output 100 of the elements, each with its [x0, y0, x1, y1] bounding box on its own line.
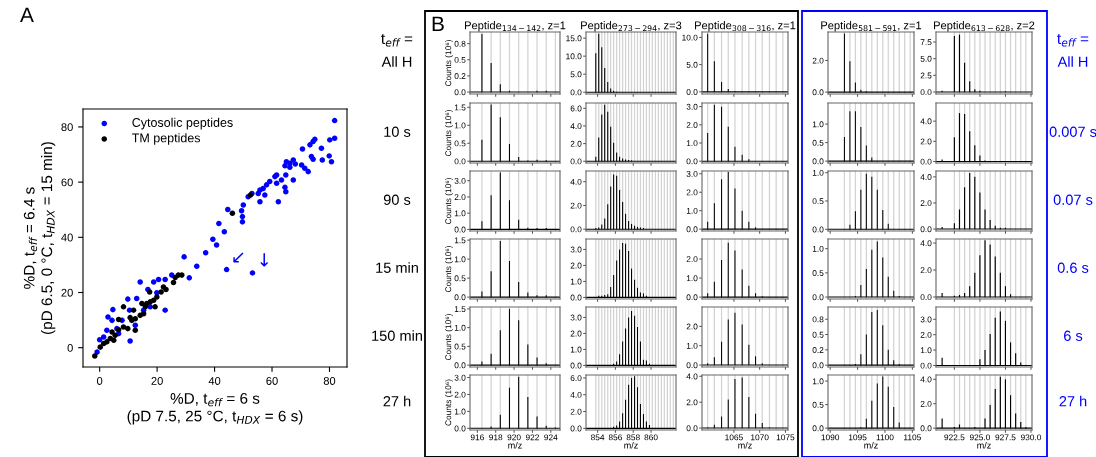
x-tick-label: 924 — [544, 434, 558, 441]
y-tick-label: 1.0 — [686, 275, 698, 282]
x-tick-label: 918 — [489, 434, 503, 441]
y-tick-label: 2.0 — [454, 391, 466, 398]
y-axis-title: %D, t$_{eff}$ = 6.4 s (pD 6.5, 0 °C, t$_{HDX}$ = 15 min) — [23, 142, 56, 334]
y-tick-label: 0.0 — [812, 158, 824, 165]
y-tick-label: 80 — [61, 123, 73, 132]
y-tick-label: 0.0 — [454, 158, 466, 165]
y-tick-label: 0.0 — [686, 362, 698, 369]
x-tick-label: 1090 — [821, 434, 840, 441]
y-tick-label: 0.0 — [454, 226, 466, 233]
y-tick-label: 2.0 — [686, 189, 698, 196]
legend-label: TM peptides — [132, 133, 201, 145]
y-tick-label: 0.2 — [454, 73, 466, 80]
y-tick-label: 0.0 — [920, 226, 932, 233]
y-axis-title: Counts (10⁶) — [445, 314, 453, 361]
y-tick-label: 2.0 — [570, 262, 582, 269]
text: All H — [1057, 56, 1088, 67]
chart-title: Peptide$_{581−591}$, z=1 — [821, 21, 922, 32]
legend-label: Cytosolic peptides — [132, 117, 233, 130]
y-tick-label: 0.8 — [454, 40, 466, 47]
y-tick-label: 0.0 — [686, 158, 698, 165]
y-tick-label: 4.0 — [570, 178, 582, 185]
y-tick-label: 1.0 — [812, 121, 824, 128]
y-tick-label: 15.0 — [566, 35, 582, 42]
chart-title: Peptide$_{134−142}$, z=1 — [465, 21, 566, 32]
text: B — [432, 16, 444, 31]
y-tick-label: 0.0 — [812, 226, 824, 233]
y-tick-label: 1.0 — [454, 210, 466, 217]
y-tick-label: 7.5 — [920, 39, 932, 46]
x-axis-title: %D, t$_{eff}$ = 6 s (pD 7.5, 25 °C, t$_{HDX}$ = 6 s) — [127, 393, 303, 425]
x-tick-label: 916 — [470, 434, 484, 441]
y-tick-label: 4.0 — [920, 240, 932, 247]
y-tick-label: 2.0 — [686, 323, 698, 330]
y-tick-label: 0.0 — [454, 294, 466, 301]
x-tick-label: 856 — [608, 434, 622, 441]
y-tick-label: 10.0 — [682, 34, 698, 41]
y-tick-label: 0.0 — [686, 226, 698, 233]
x-axis-title: m/z — [738, 441, 752, 449]
y-tick-label: 0.0 — [570, 362, 582, 369]
x-tick-label: 922.5 — [944, 434, 965, 441]
y-tick-label: 4.0 — [920, 376, 932, 383]
x-axis-title: m/z — [508, 441, 522, 449]
y-tick-label: 0.5 — [454, 56, 466, 63]
y-tick-label: 1.0 — [812, 378, 824, 385]
text: 0.6 s — [1057, 262, 1089, 273]
y-tick-label: 2.0 — [686, 399, 698, 406]
y-tick-label: 2.0 — [570, 330, 582, 337]
y-tick-label: 3.0 — [920, 316, 932, 323]
y-tick-label: 3.0 — [686, 103, 698, 110]
text: A — [20, 7, 34, 22]
y-tick-label: 0.8 — [812, 316, 824, 323]
y-tick-label: 3.0 — [686, 170, 698, 177]
y-tick-label: 1.5 — [454, 104, 466, 111]
y-tick-label: 0.0 — [570, 226, 582, 233]
y-tick-label: 0.5 — [812, 270, 824, 276]
y-tick-label: 2.5 — [920, 72, 932, 79]
y-axis-title: Counts (10⁶) — [445, 246, 453, 293]
text: t$_{eff}$ = — [381, 34, 413, 47]
y-tick-label: 1.5 — [454, 237, 466, 244]
y-tick-label: 0.0 — [812, 425, 824, 432]
y-tick-label: 1.0 — [454, 408, 466, 415]
y-tick-label: 0.0 — [920, 294, 932, 301]
y-tick-label: 0.5 — [454, 275, 466, 282]
y-tick-label: 6.0 — [570, 375, 582, 382]
text: 90 s — [383, 194, 411, 205]
text: 10 s — [384, 126, 411, 137]
text: 150 min — [372, 330, 422, 341]
y-tick-label: 0.0 — [920, 425, 932, 432]
y-tick-label: 0.2 — [812, 347, 824, 353]
chart-title: Peptide$_{308−316}$, z=1 — [695, 21, 796, 32]
x-tick-label: 1075 — [776, 434, 795, 441]
y-tick-label: 1.0 — [812, 245, 824, 252]
y-tick-label: 2.0 — [920, 138, 932, 145]
y-tick-label: 1.0 — [686, 207, 698, 214]
x-tick-label: 1065 — [725, 434, 743, 441]
y-tick-label: 0.0 — [454, 89, 466, 96]
y-tick-label: 2.0 — [570, 202, 582, 209]
y-tick-label: 3.0 — [454, 177, 466, 184]
x-axis-title: m/z — [624, 441, 638, 449]
y-tick-label: 2.0 — [920, 200, 932, 207]
y-tick-label: 4.0 — [570, 123, 582, 130]
y-tick-label: 2.0 — [920, 400, 932, 407]
y-tick-label: 2.0 — [920, 331, 932, 338]
y-axis-title: Counts (10⁶) — [445, 40, 453, 87]
y-axis-title: Counts (10⁶) — [445, 379, 453, 426]
y-tick-label: 0.0 — [920, 362, 932, 369]
y-tick-label: 1.0 — [686, 342, 698, 349]
y-tick-label: 3.0 — [454, 374, 466, 381]
x-tick-label: 1070 — [751, 434, 769, 441]
x-tick-label: 930.0 — [1020, 434, 1042, 441]
y-tick-label: 1.0 — [920, 347, 932, 354]
y-tick-label: 4.0 — [920, 174, 932, 180]
x-tick-label: 1095 — [848, 434, 867, 441]
text: 0.007 s — [1049, 126, 1096, 137]
text: t$_{eff}$ = — [1057, 34, 1089, 47]
text: 0.07 s — [1053, 194, 1093, 205]
y-tick-label: 4.0 — [920, 118, 932, 125]
y-tick-label: 0.0 — [812, 89, 824, 96]
x-tick-label: 920 — [507, 434, 521, 441]
